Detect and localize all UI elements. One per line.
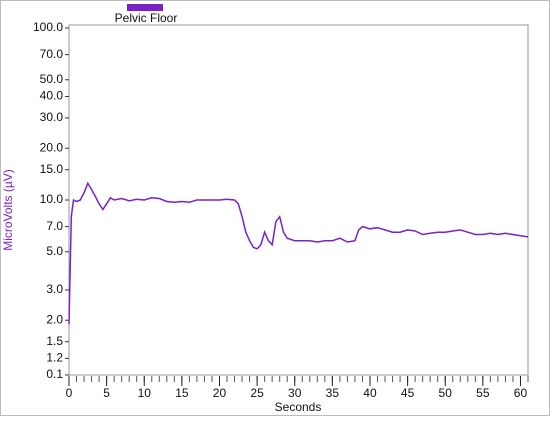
x-tick-label: 35 [326, 386, 340, 400]
y-tick-label: 0.1 [46, 367, 63, 381]
y-tick-label: 1.5 [46, 334, 63, 348]
y-tick-label: 20.0 [40, 140, 64, 154]
x-tick-label: 60 [514, 386, 528, 400]
data-line [68, 181, 529, 325]
x-tick-label: 20 [213, 386, 227, 400]
y-tick-label: 70.0 [40, 47, 64, 61]
y-tick-label: 2.0 [46, 312, 63, 326]
x-tick-label: 5 [103, 386, 110, 400]
x-tick-label: 40 [363, 386, 377, 400]
x-tick-label: 30 [288, 386, 302, 400]
legend-swatch [127, 4, 163, 11]
legend-label: Pelvic Floor [115, 11, 178, 25]
x-tick-label: 45 [401, 386, 415, 400]
y-tick-label: 15.0 [40, 162, 64, 176]
y-tick-label: 50.0 [40, 72, 64, 86]
x-tick-label: 25 [250, 386, 264, 400]
y-tick-label: 40.0 [40, 89, 64, 103]
x-tick-label: 50 [439, 386, 453, 400]
y-tick-label: 3.0 [46, 282, 63, 296]
y-tick-label: 5.0 [46, 244, 63, 258]
y-axis-label: MicroVolts (µV) [1, 169, 15, 251]
x-tick-label: 55 [476, 386, 490, 400]
x-tick-label: 10 [138, 386, 152, 400]
y-tick-label: 100.0 [33, 20, 63, 34]
x-axis-label: Seconds [275, 400, 322, 414]
x-tick-label: 0 [66, 386, 73, 400]
y-tick-label: 1.2 [46, 351, 63, 365]
y-tick-label: 10.0 [40, 192, 64, 206]
y-tick-label: 7.0 [46, 219, 63, 233]
x-tick-label: 15 [175, 386, 189, 400]
y-tick-label: 30.0 [40, 110, 64, 124]
